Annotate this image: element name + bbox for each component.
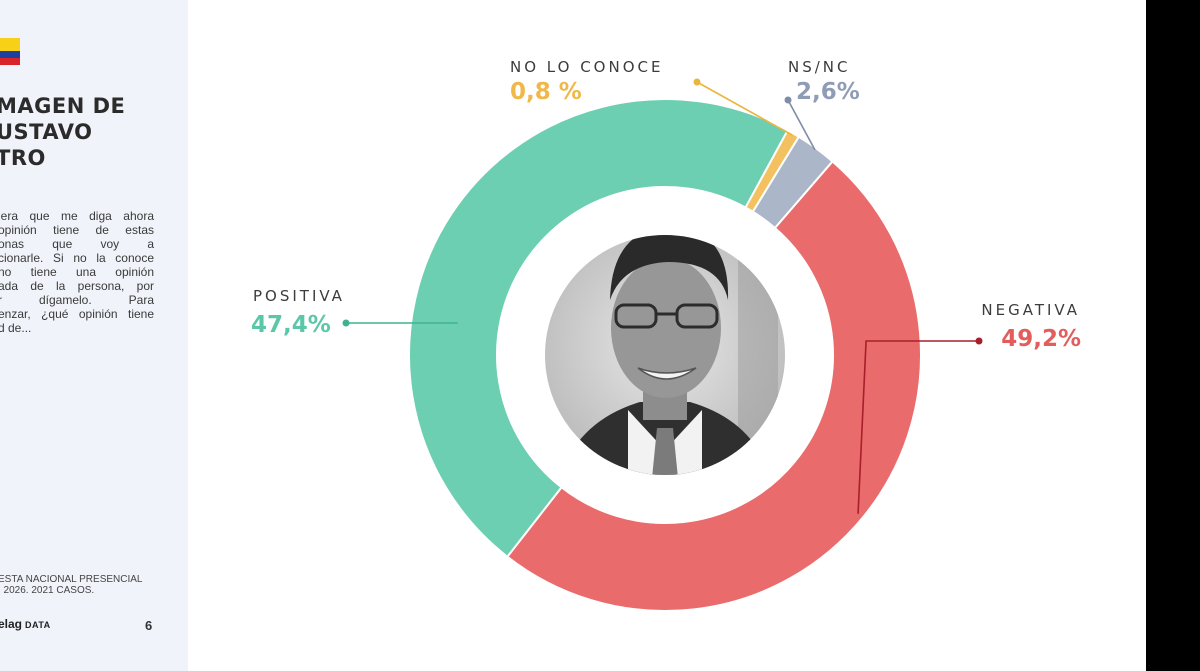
colombia-flag-icon: [0, 38, 20, 65]
source-note: ESTA NACIONAL PRESENCIAL . 2026. 2021 CA…: [0, 574, 178, 596]
photo-smile: [637, 367, 697, 380]
question-line: ada de la persona, por: [0, 279, 154, 293]
sidebar: MAGEN DE USTAVO TRO iera que me diga aho…: [0, 0, 188, 671]
title-line: TRO: [0, 146, 46, 170]
portrait-photo: [545, 235, 785, 475]
survey-question: iera que me diga ahora opinión tiene de …: [0, 209, 154, 335]
question-line: onas que voy a: [0, 237, 154, 251]
photo-backdrop-flag: [738, 255, 778, 455]
title-line: MAGEN DE: [0, 94, 126, 118]
label-value-negativa: 49,2%: [1001, 326, 1081, 352]
source-line: . 2026. 2021 CASOS.: [0, 585, 95, 596]
leader-line-negativa: [857, 340, 979, 514]
photo-shirt: [628, 410, 702, 475]
photo-hair: [610, 235, 729, 300]
leader-line-ns-nc: [787, 99, 816, 151]
slice-positiva: [408, 98, 790, 559]
logo-brand-text: elag: [0, 617, 23, 631]
right-black-border: [1146, 0, 1200, 671]
logo-suffix-text: DATA: [25, 620, 51, 630]
question-line: opinión tiene de estas: [0, 223, 154, 237]
label-name-ns-nc: NS/NC: [788, 58, 851, 76]
slide-title: MAGEN DE USTAVO TRO: [0, 93, 186, 171]
chart-labels: POSITIVA 47,4% NO LO CONOCE 0,8 % NS/NC 2,6% N…: [251, 58, 1081, 514]
label-value-ns-nc: 2,6%: [796, 79, 860, 105]
page-number: 6: [145, 618, 153, 633]
question-line: enzar, ¿qué opinión tiene: [0, 307, 154, 321]
photo-glasses-left: [614, 303, 658, 329]
brand-logo: elag DATA: [0, 617, 51, 631]
leader-dot-ns-nc: [784, 96, 792, 104]
leader-dot-positiva: [342, 319, 350, 327]
flag-stripe-blue: [0, 51, 20, 58]
question-line: iera que me diga ahora: [0, 209, 154, 223]
question-line: d de...: [0, 321, 32, 335]
donut-chart: POSITIVA 47,4% NO LO CONOCE 0,8 % NS/NC 2,6% N…: [251, 58, 1081, 612]
photo-glasses-right: [675, 303, 719, 329]
label-name-negativa: NEGATIVA: [981, 301, 1080, 319]
slice-negativa: [505, 160, 922, 612]
photo-tie: [652, 428, 678, 475]
label-value-no-lo-conoce: 0,8 %: [510, 79, 582, 105]
flag-stripe-yellow: [0, 38, 20, 51]
photo-face: [611, 258, 721, 398]
leader-dot-negativa: [975, 337, 983, 345]
label-name-no-lo-conoce: NO LO CONOCE: [510, 58, 663, 76]
donut-slices: [408, 98, 922, 612]
leader-dot-no-lo-conoce: [693, 78, 701, 86]
label-name-positiva: POSITIVA: [253, 287, 345, 305]
question-line: cionarle. Si no la conoce: [0, 251, 154, 265]
question-line: no tiene una opinión: [0, 265, 154, 279]
label-value-positiva: 47,4%: [251, 312, 331, 338]
source-line: ESTA NACIONAL PRESENCIAL: [0, 574, 143, 585]
leader-line-no-lo-conoce: [696, 81, 793, 136]
flag-stripe-red: [0, 58, 20, 65]
title-line: USTAVO: [0, 120, 93, 144]
question-line: r dígamelo. Para: [0, 293, 154, 307]
